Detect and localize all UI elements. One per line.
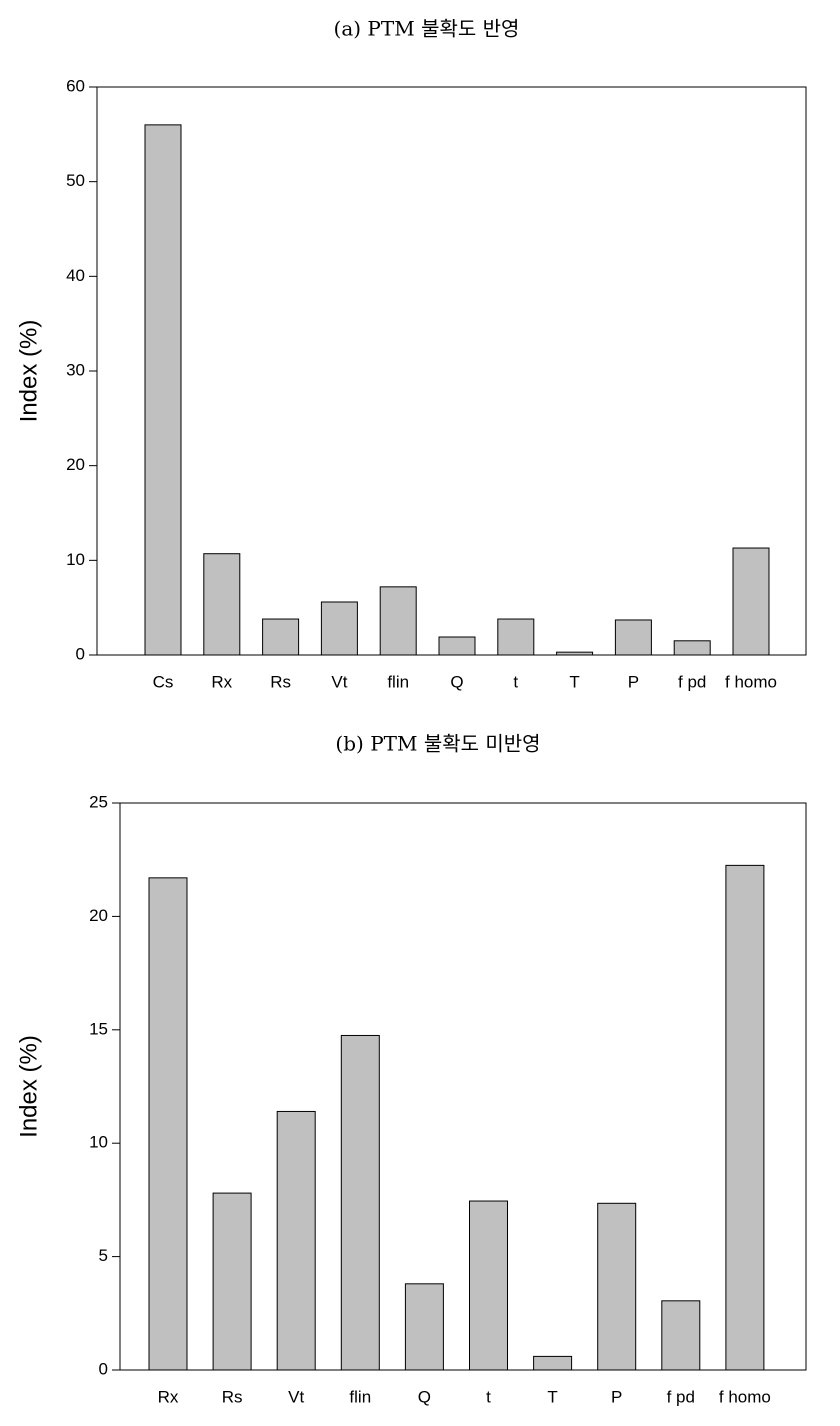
x-tick-label: f pd — [678, 672, 706, 691]
bar — [340, 1034, 380, 1371]
bar — [438, 636, 476, 656]
x-tick-label: f homo — [719, 1387, 771, 1406]
y-tick-label: 50 — [66, 171, 85, 190]
bar — [379, 586, 417, 656]
y-tick-label: 60 — [66, 76, 85, 95]
x-tick-label: P — [628, 672, 639, 691]
x-tick-label: flin — [387, 672, 409, 691]
bar — [469, 1200, 508, 1371]
x-tick-label: f homo — [725, 672, 777, 691]
bar — [404, 1283, 444, 1371]
x-tick-label: T — [547, 1387, 557, 1406]
x-tick-label: Rx — [211, 672, 232, 691]
bar — [673, 640, 711, 656]
bar — [320, 601, 358, 656]
chart-title: (b) PTM 불확도 미반영 — [335, 732, 540, 756]
y-tick-label: 25 — [89, 792, 108, 811]
x-tick-label: t — [513, 672, 518, 691]
bar — [725, 864, 765, 1371]
bar — [262, 618, 300, 656]
x-tick-label: f pd — [667, 1387, 695, 1406]
x-tick-label: Rs — [270, 672, 291, 691]
x-tick-label: T — [569, 672, 579, 691]
y-tick-label: 20 — [66, 455, 85, 474]
x-tick-label: t — [486, 1387, 491, 1406]
y-tick-label: 10 — [66, 550, 85, 569]
y-tick-label: 0 — [99, 1359, 108, 1378]
y-tick-label: 15 — [89, 1019, 108, 1038]
chart-title: (a) PTM 불확도 반영 — [334, 17, 520, 41]
bar — [533, 1355, 573, 1371]
x-tick-label: Q — [418, 1387, 431, 1406]
bar — [148, 877, 188, 1371]
y-tick-label: 0 — [76, 644, 85, 663]
x-tick-label: flin — [349, 1387, 371, 1406]
bar — [597, 1202, 637, 1371]
x-tick-label: Cs — [153, 672, 174, 691]
x-tick-label: Rx — [158, 1387, 179, 1406]
bar — [212, 1192, 252, 1371]
y-tick-label: 30 — [66, 360, 85, 379]
y-axis-label: Index (%) — [15, 320, 42, 423]
y-tick-label: 40 — [66, 266, 85, 285]
x-tick-label: Q — [450, 672, 463, 691]
bar — [497, 618, 535, 656]
x-tick-label: Vt — [288, 1387, 304, 1406]
y-axis-label: Index (%) — [15, 1035, 42, 1138]
y-tick-label: 10 — [89, 1133, 108, 1152]
x-tick-label: Rs — [222, 1387, 243, 1406]
bar — [614, 619, 652, 656]
bar — [661, 1300, 701, 1371]
bar — [732, 547, 770, 656]
bar — [203, 553, 241, 656]
x-tick-label: Vt — [331, 672, 347, 691]
y-tick-label: 20 — [89, 906, 108, 925]
bar — [144, 124, 182, 656]
y-tick-label: 5 — [99, 1246, 108, 1265]
bar — [276, 1110, 316, 1371]
plot-frame — [96, 86, 807, 656]
x-tick-label: P — [611, 1387, 622, 1406]
plot-frame — [119, 802, 807, 1371]
